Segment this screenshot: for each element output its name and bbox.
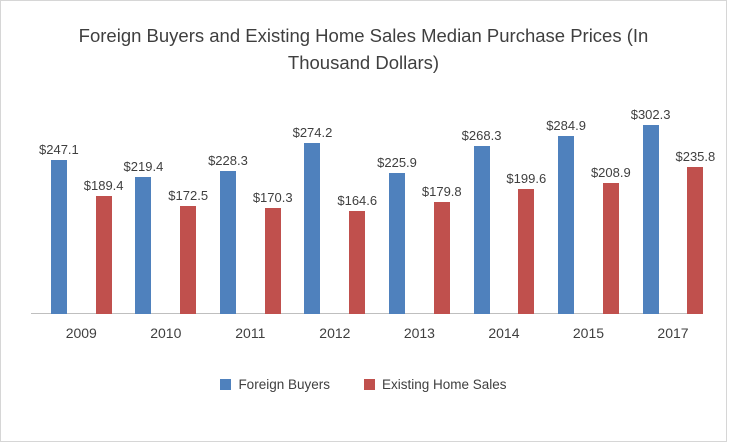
bar-foreign-buyers bbox=[135, 176, 152, 314]
bars-row: $284.9 $208.9 bbox=[546, 118, 631, 314]
data-label: $247.1 bbox=[39, 141, 79, 157]
bar-unit: $219.4 bbox=[123, 158, 164, 314]
legend-item-foreign-buyers: Foreign Buyers bbox=[220, 377, 330, 392]
data-label: $284.9 bbox=[546, 117, 586, 133]
bar-foreign-buyers bbox=[558, 135, 575, 314]
chart-title: Foreign Buyers and Existing Home Sales M… bbox=[78, 25, 649, 73]
bar-existing-home-sales bbox=[349, 210, 366, 314]
bar-unit: $268.3 bbox=[461, 127, 502, 314]
bar-group-2013: $225.9 $179.8 2013 bbox=[377, 155, 462, 343]
bar-unit: $170.3 bbox=[253, 190, 293, 314]
bar-foreign-buyers bbox=[50, 159, 67, 314]
bar-existing-home-sales bbox=[433, 201, 450, 314]
legend-label: Foreign Buyers bbox=[238, 376, 330, 392]
bar-unit: $274.2 bbox=[292, 124, 333, 314]
bar-group-2015: $284.9 $208.9 2015 bbox=[546, 118, 631, 343]
data-label: $179.8 bbox=[421, 183, 462, 199]
bars-row: $225.9 $179.8 bbox=[377, 155, 462, 314]
bar-foreign-buyers bbox=[304, 142, 321, 314]
data-label: $170.3 bbox=[252, 189, 293, 205]
bar-unit: $164.6 bbox=[337, 193, 377, 314]
bar-unit: $208.9 bbox=[591, 165, 631, 314]
bar-existing-home-sales bbox=[602, 182, 619, 314]
bar-foreign-buyers bbox=[642, 124, 659, 314]
data-label: $225.9 bbox=[377, 154, 417, 170]
x-axis-tick-label: 2014 bbox=[488, 324, 520, 341]
bars-row: $219.4 $172.5 bbox=[123, 158, 208, 314]
bar-group-2012: $274.2 $164.6 2012 bbox=[293, 125, 378, 343]
legend: Foreign Buyers Existing Home Sales bbox=[1, 377, 726, 392]
bar-group-2009: $247.1 $189.4 2009 bbox=[39, 142, 124, 343]
legend-item-existing-home-sales: Existing Home Sales bbox=[363, 376, 507, 392]
bar-existing-home-sales bbox=[518, 188, 535, 314]
x-axis-tick-label: 2017 bbox=[657, 324, 689, 341]
bar-unit: $235.8 bbox=[675, 149, 715, 314]
bars-row: $228.3 $170.3 bbox=[208, 153, 293, 314]
x-axis-tick-label: 2011 bbox=[235, 324, 266, 341]
bar-unit: $284.9 bbox=[546, 118, 586, 314]
data-label: $199.6 bbox=[506, 170, 547, 186]
x-axis-tick-label: 2015 bbox=[572, 324, 605, 341]
data-label: $268.3 bbox=[461, 127, 502, 143]
data-label: $219.4 bbox=[123, 158, 164, 174]
bar-unit: $172.5 bbox=[168, 188, 208, 314]
data-label: $274.2 bbox=[292, 124, 333, 140]
x-axis-tick-label: 2013 bbox=[403, 324, 435, 341]
bar-existing-home-sales bbox=[687, 166, 704, 314]
data-label: $302.3 bbox=[630, 106, 671, 122]
bars-row: $274.2 $164.6 bbox=[292, 124, 377, 314]
legend-swatch-existing-home-sales bbox=[363, 378, 375, 390]
bar-unit: $189.4 bbox=[84, 178, 124, 314]
x-axis-tick-label: 2010 bbox=[150, 324, 182, 341]
bar-unit: $225.9 bbox=[377, 155, 417, 314]
bars-row: $247.1 $189.4 bbox=[39, 142, 124, 314]
x-axis-tick-label: 2012 bbox=[319, 324, 351, 341]
legend-swatch-foreign-buyers bbox=[220, 378, 232, 390]
bar-unit: $199.6 bbox=[506, 171, 546, 314]
plot-area: $247.1 $189.4 2009 $219.4 $172.5 2010 $228.3 $1… bbox=[31, 81, 715, 343]
bar-unit: $302.3 bbox=[630, 106, 671, 314]
data-label: $208.9 bbox=[590, 164, 631, 180]
bar-foreign-buyers bbox=[219, 170, 236, 314]
bar-existing-home-sales bbox=[180, 205, 197, 314]
bar-existing-home-sales bbox=[95, 195, 112, 314]
data-label: $228.3 bbox=[208, 152, 248, 168]
bar-groups: $247.1 $189.4 2009 $219.4 $172.5 2010 $228.3 $1… bbox=[39, 81, 715, 343]
bars-row: $302.3 $235.8 bbox=[630, 106, 715, 314]
data-label: $164.6 bbox=[337, 192, 378, 208]
bar-unit: $228.3 bbox=[208, 153, 248, 314]
data-label: $235.8 bbox=[675, 148, 716, 164]
bar-unit: $247.1 bbox=[39, 142, 79, 314]
bar-existing-home-sales bbox=[264, 207, 281, 314]
data-label: $189.4 bbox=[83, 177, 124, 193]
x-axis-tick-label: 2009 bbox=[65, 324, 97, 341]
bar-unit: $179.8 bbox=[422, 184, 462, 314]
bars-row: $268.3 $199.6 bbox=[461, 127, 546, 314]
legend-label: Existing Home Sales bbox=[381, 376, 507, 392]
bar-group-2011: $228.3 $170.3 2011 bbox=[208, 153, 293, 343]
bar-group-2010: $219.4 $172.5 2010 bbox=[124, 159, 209, 343]
bar-group-2014: $268.3 $199.6 2014 bbox=[462, 128, 547, 343]
bar-group-2017: $302.3 $235.8 2017 bbox=[631, 107, 716, 343]
data-label: $172.5 bbox=[168, 187, 209, 203]
bar-foreign-buyers bbox=[473, 145, 490, 314]
bar-foreign-buyers bbox=[389, 172, 405, 314]
